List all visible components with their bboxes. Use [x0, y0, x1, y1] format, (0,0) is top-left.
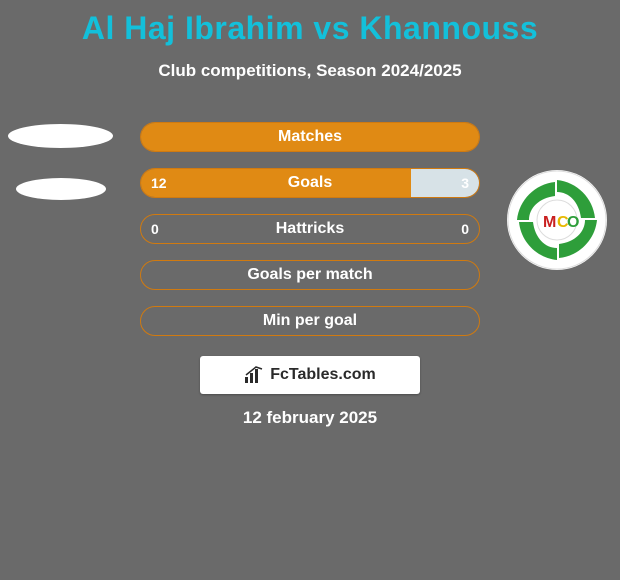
left-player-logo: [8, 124, 113, 229]
right-player-logo: M C O: [507, 170, 612, 275]
stat-value-right: 0: [461, 221, 469, 237]
stat-value-left: 12: [151, 175, 167, 191]
stat-label: Min per goal: [141, 312, 479, 330]
comparison-rows: MatchesGoals123Hattricks00Goals per matc…: [140, 122, 480, 336]
brand-text: FcTables.com: [270, 366, 376, 384]
stat-fill-left: [141, 123, 479, 151]
svg-text:M: M: [543, 214, 556, 231]
ellipse-icon: [8, 124, 113, 148]
mco-badge-icon: M C O: [507, 170, 607, 270]
stat-row: Goals per match: [140, 260, 480, 290]
bar-chart-icon: [244, 365, 264, 385]
stat-row: Hattricks0 0: [140, 214, 480, 244]
svg-text:O: O: [567, 214, 579, 231]
page-subtitle: Club competitions, Season 2024/2025: [0, 61, 620, 81]
stat-label: Hattricks: [141, 220, 479, 238]
ellipse-icon: [16, 178, 106, 200]
stat-label: Goals per match: [141, 266, 479, 284]
page-title: Al Haj Ibrahim vs Khannouss: [0, 0, 620, 47]
stat-row: Goals123: [140, 168, 480, 198]
brand-box: FcTables.com: [200, 356, 420, 394]
stat-value-left: 0: [151, 221, 159, 237]
date-text: 12 february 2025: [0, 408, 620, 428]
stat-fill-left: [141, 169, 411, 197]
stat-row: Matches: [140, 122, 480, 152]
stat-row: Min per goal: [140, 306, 480, 336]
stat-value-right: 3: [461, 175, 469, 191]
